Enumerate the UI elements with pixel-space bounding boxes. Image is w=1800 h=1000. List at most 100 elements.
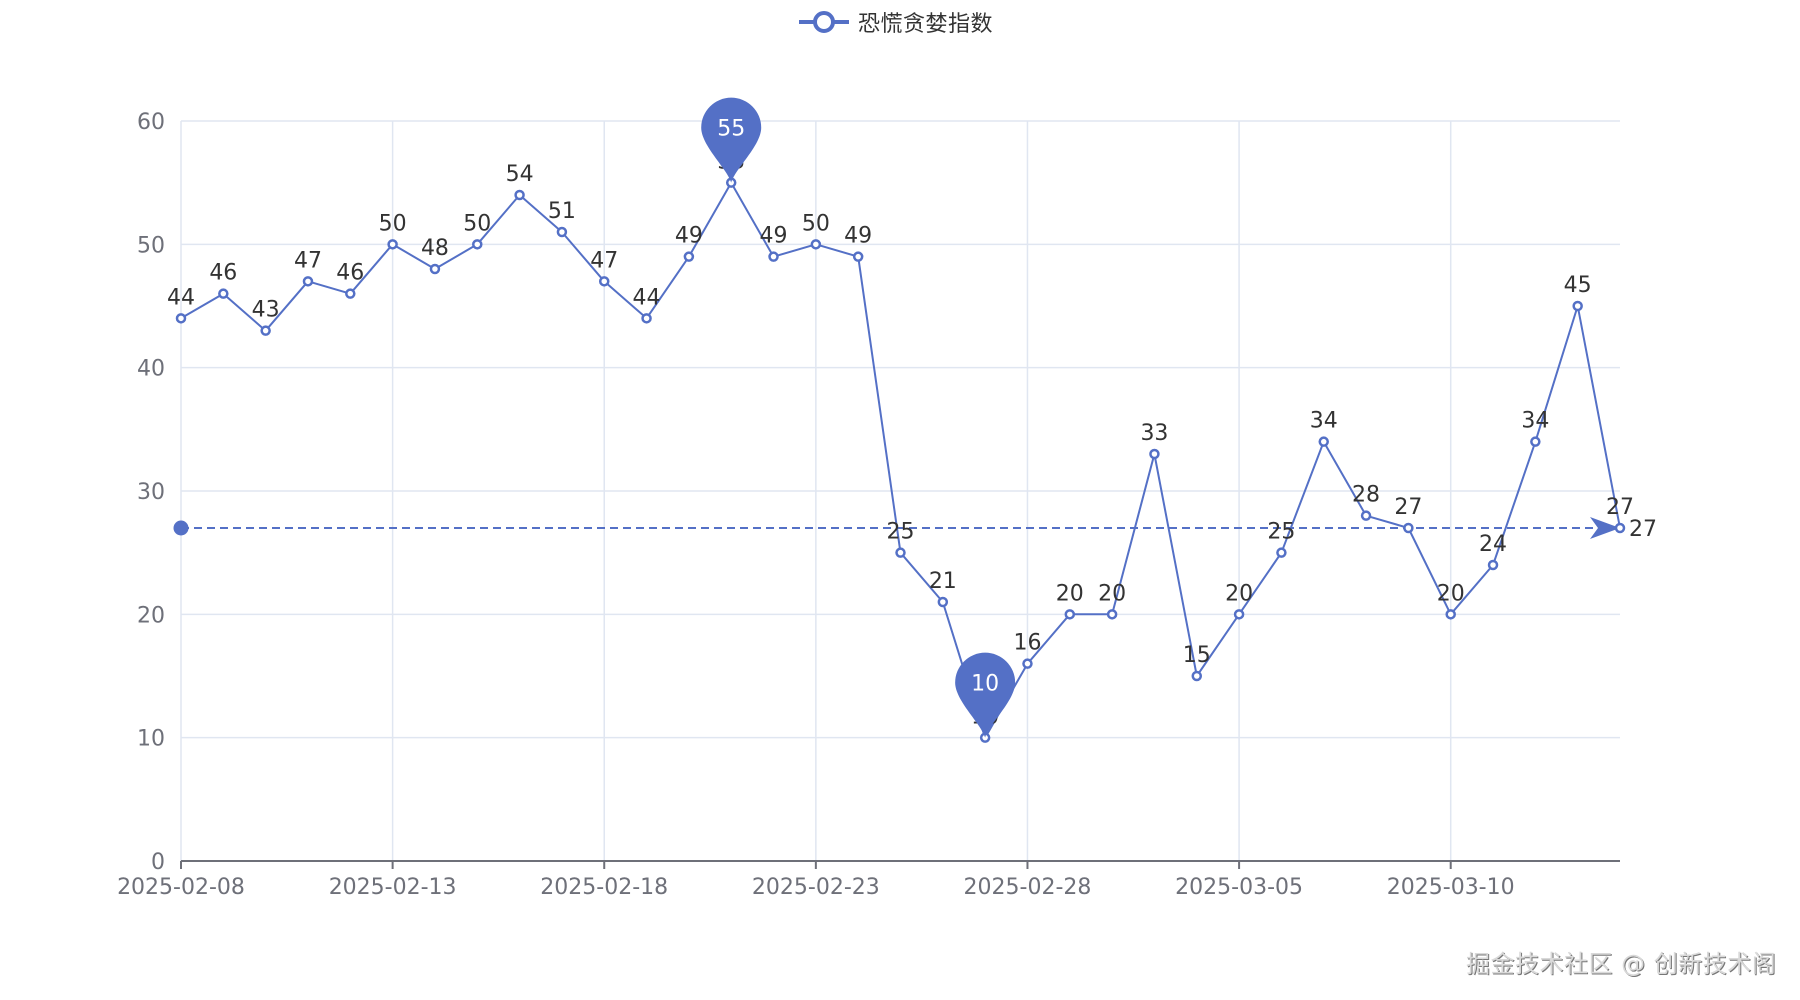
watermark: 掘金技术社区 @ 创新技术阁 [1466,950,1777,978]
data-label: 16 [1013,631,1041,656]
series-polyline [180,181,1621,739]
data-point[interactable] [598,276,610,287]
data-label: 25 [887,520,915,545]
data-label: 50 [802,211,830,236]
data-point[interactable] [1403,522,1414,534]
data-point[interactable] [472,239,483,250]
data-label: 49 [844,224,872,249]
data-label: 25 [1267,520,1295,545]
data-point[interactable] [1149,448,1160,460]
data-label: 24 [1479,532,1507,557]
data-label: 49 [760,224,788,249]
data-point[interactable] [1614,522,1626,534]
min-pin-marker[interactable]: 10 [955,652,1016,738]
y-tick-label: 10 [137,727,165,752]
data-point[interactable] [810,239,822,250]
data-label: 47 [294,248,322,273]
x-tick-label: 2025-03-05 [1175,875,1303,900]
data-point[interactable] [429,263,441,275]
y-axis: 0 10 20 30 40 50 60 [137,110,165,875]
data-label: 49 [675,224,703,249]
y-tick-label: 30 [137,480,165,505]
y-tick-label: 20 [137,603,165,628]
data-labels: 4446434746504850545147444955495049252110… [167,150,1634,730]
pin-icon [701,97,762,183]
data-point[interactable] [1106,609,1118,620]
legend-item[interactable]: 恐慌贪婪指数 [799,6,993,38]
data-point[interactable] [1318,436,1329,447]
data-label: 27 [1394,495,1422,520]
data-point[interactable] [218,288,229,299]
data-label: 45 [1564,273,1592,298]
data-label: 50 [379,211,407,236]
data-label: 46 [209,261,237,286]
data-point[interactable] [387,239,398,250]
average-mark-line: 27 [173,517,1657,542]
x-tick-label: 2025-02-23 [752,875,880,900]
data-label: 27 [1606,495,1634,520]
data-point[interactable] [1572,300,1583,312]
data-point[interactable] [1064,609,1076,620]
x-tick-label: 2025-02-08 [117,875,245,900]
series-line [180,181,1621,739]
data-label: 46 [336,261,364,286]
data-point[interactable] [937,596,949,608]
data-label: 51 [548,199,576,224]
pin-label: 55 [717,117,745,142]
data-point[interactable] [641,313,652,324]
data-point[interactable] [556,226,568,238]
data-label: 28 [1352,483,1380,508]
x-tick-label: 2025-02-18 [540,875,668,900]
data-point[interactable] [768,251,779,262]
x-tick-label: 2025-02-28 [964,875,1092,900]
data-point[interactable] [1487,559,1499,571]
data-point[interactable] [1233,609,1245,620]
data-label: 43 [252,298,280,323]
data-point[interactable] [1191,670,1203,682]
data-point[interactable] [1022,658,1033,669]
data-point[interactable] [895,547,906,558]
data-label: 21 [929,569,957,594]
y-tick-label: 60 [137,110,165,135]
pin-label: 10 [971,672,999,697]
mark-line-start-dot [173,520,189,536]
data-label: 54 [506,162,534,187]
data-point[interactable] [175,313,187,324]
data-point[interactable] [1276,547,1287,558]
data-label: 50 [463,211,491,236]
data-point[interactable] [1530,436,1541,447]
data-label: 15 [1183,643,1211,668]
x-tick-label: 2025-02-13 [329,875,457,900]
max-pin-marker[interactable]: 55 [701,97,762,183]
data-point[interactable] [683,251,695,262]
data-point[interactable] [345,288,356,299]
y-tick-label: 40 [137,357,165,382]
data-label: 44 [167,285,195,310]
data-point[interactable] [1360,510,1372,521]
y-tick-label: 50 [137,233,165,258]
grid-lines [180,120,1620,861]
x-tick-label: 2025-03-10 [1387,875,1515,900]
data-point[interactable] [852,251,864,262]
data-label: 48 [421,236,449,261]
data-label: 44 [633,285,661,310]
mark-line-label: 27 [1629,517,1657,542]
data-point[interactable] [302,276,314,287]
legend-label: 恐慌贪婪指数 [858,12,994,37]
pin-icon [955,652,1016,738]
data-points[interactable] [175,177,1626,743]
data-label: 34 [1310,409,1338,434]
data-label: 20 [1056,581,1084,606]
mark-points[interactable]: 55 10 [701,97,1016,738]
data-label: 20 [1225,581,1253,606]
data-point[interactable] [260,325,271,336]
data-label: 20 [1437,581,1465,606]
line-circle-icon [799,6,849,38]
data-label: 34 [1521,409,1549,434]
data-point[interactable] [1445,609,1456,620]
data-point[interactable] [514,189,525,201]
x-axis: 2025-02-08 2025-02-13 2025-02-18 2025-02-23… [117,860,1620,900]
data-label: 33 [1140,421,1168,446]
y-tick-label: 0 [151,850,165,875]
